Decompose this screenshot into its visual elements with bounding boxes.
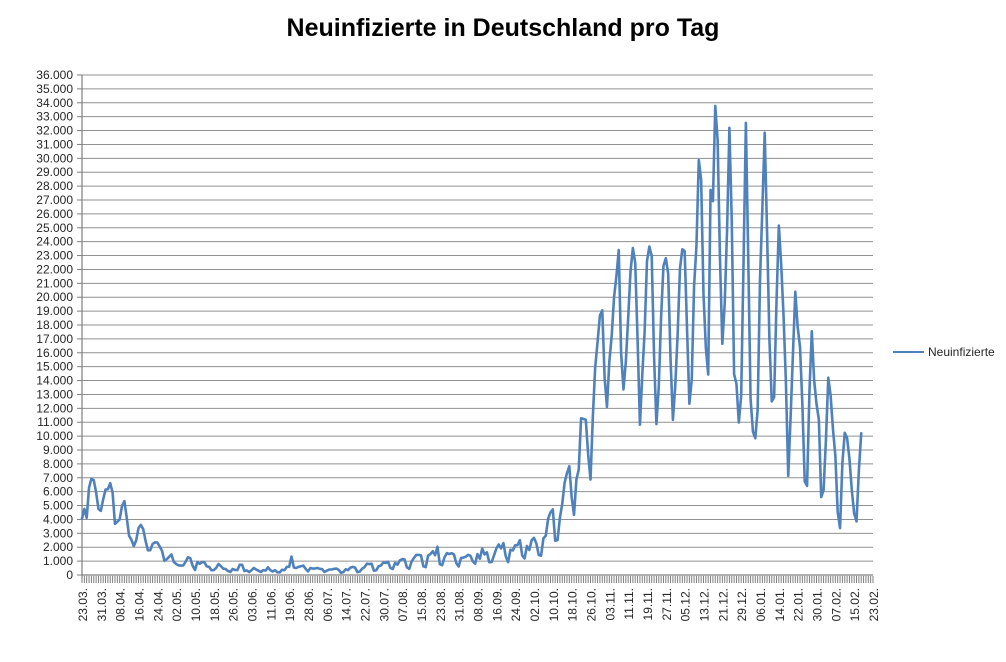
x-tick-label: 15.08. bbox=[415, 588, 429, 621]
y-tick-label: 36.000 bbox=[36, 68, 73, 82]
x-tick-label: 11.11. bbox=[622, 588, 636, 620]
y-tick-label: 34.000 bbox=[36, 96, 73, 110]
x-tick-label: 15.02. bbox=[848, 588, 862, 621]
y-tick-label: 16.000 bbox=[36, 346, 73, 360]
y-tick-label: 28.000 bbox=[36, 179, 73, 193]
x-tick-label: 19.06. bbox=[283, 588, 297, 621]
x-tick-label: 14.07. bbox=[340, 588, 354, 621]
x-tick-label: 02.10. bbox=[528, 588, 542, 621]
y-tick-label: 2.000 bbox=[43, 540, 73, 554]
x-tick-label: 30.01. bbox=[811, 588, 825, 621]
x-tick-label: 10.05. bbox=[189, 588, 203, 621]
series-line-neuinfizierte bbox=[80, 104, 863, 575]
y-tick-label: 10.000 bbox=[36, 429, 73, 443]
legend-series-label: Neuinfizierte bbox=[928, 344, 995, 359]
x-tick-label: 21.12. bbox=[716, 588, 730, 621]
x-tick-label: 14.01. bbox=[773, 588, 787, 621]
x-tick-label: 11.06. bbox=[264, 588, 278, 620]
y-tick-label: 8.000 bbox=[43, 457, 73, 471]
x-tick-label: 28.06. bbox=[302, 588, 316, 621]
y-tick-label: 3.000 bbox=[43, 526, 73, 540]
y-tick-label: 14.000 bbox=[36, 374, 73, 388]
x-tick-label: 22.01. bbox=[792, 588, 806, 621]
y-tick-label: 35.000 bbox=[36, 82, 73, 96]
x-tick-label: 22.07. bbox=[359, 588, 373, 621]
y-tick-label: 15.000 bbox=[36, 360, 73, 374]
x-tick-label: 18.10. bbox=[566, 588, 580, 621]
y-tick-label: 4.000 bbox=[43, 512, 73, 526]
y-tick-label: 31.000 bbox=[36, 137, 73, 151]
y-tick-label: 23.000 bbox=[36, 249, 73, 263]
legend-line-marker bbox=[893, 350, 924, 353]
x-tick-label: 08.04. bbox=[114, 588, 128, 621]
y-tick-label: 20.000 bbox=[36, 290, 73, 304]
x-tick-label: 07.02. bbox=[829, 588, 843, 621]
x-tick-label: 06.01. bbox=[754, 588, 768, 621]
y-tick-label: 6.000 bbox=[43, 485, 73, 499]
y-tick-label: 25.000 bbox=[36, 221, 73, 235]
x-tick-label: 26.05. bbox=[227, 588, 241, 621]
x-tick-label: 23.02. bbox=[867, 588, 881, 621]
y-tick-label: 11.000 bbox=[37, 415, 73, 429]
x-tick-label: 06.07. bbox=[321, 588, 335, 621]
x-tick-label: 29.12. bbox=[735, 588, 749, 621]
y-tick-label: 7.000 bbox=[43, 471, 73, 485]
y-tick-label: 17.000 bbox=[36, 332, 73, 346]
y-tick-label: 26.000 bbox=[36, 207, 73, 221]
y-tick-label: 32.000 bbox=[36, 124, 73, 138]
x-tick-label: 03.06. bbox=[246, 588, 260, 621]
y-tick-label: 33.000 bbox=[36, 110, 73, 124]
x-tick-label: 19.11. bbox=[641, 588, 655, 620]
x-tick-label: 08.09. bbox=[472, 588, 486, 621]
x-tick-label: 30.07. bbox=[377, 588, 391, 621]
y-tick-label: 12.000 bbox=[36, 401, 73, 415]
x-tick-label: 18.05. bbox=[208, 588, 222, 621]
y-tick-label: 13.000 bbox=[36, 387, 73, 401]
x-tick-label: 07.08. bbox=[396, 588, 410, 621]
legend: Neuinfizierte bbox=[893, 344, 995, 359]
y-tick-label: 18.000 bbox=[36, 318, 73, 332]
x-tick-label: 13.12. bbox=[698, 588, 712, 621]
y-tick-label: 0 bbox=[66, 568, 73, 582]
y-tick-label: 24.000 bbox=[36, 235, 73, 249]
x-tick-label: 23.03. bbox=[76, 588, 90, 621]
x-tick-label: 16.09. bbox=[490, 588, 504, 621]
x-tick-label: 31.08. bbox=[453, 588, 467, 621]
y-tick-label: 22.000 bbox=[36, 262, 73, 276]
y-tick-label: 19.000 bbox=[36, 304, 73, 318]
x-tick-label: 02.05. bbox=[170, 588, 184, 621]
y-tick-label: 1.000 bbox=[43, 554, 73, 568]
x-tick-label: 23.08. bbox=[434, 588, 448, 621]
x-tick-label: 31.03. bbox=[95, 588, 109, 621]
chart-title: Neuinfizierte in Deutschland pro Tag bbox=[286, 14, 720, 42]
x-tick-label: 03.11. bbox=[603, 588, 617, 620]
y-tick-label: 30.000 bbox=[36, 151, 73, 165]
x-tick-label: 05.12. bbox=[679, 588, 693, 621]
x-tick-label: 27.11. bbox=[660, 588, 674, 620]
y-tick-label: 27.000 bbox=[36, 193, 73, 207]
y-tick-label: 9.000 bbox=[43, 443, 73, 457]
x-tick-label: 26.10. bbox=[585, 588, 599, 621]
y-tick-label: 21.000 bbox=[36, 276, 73, 290]
y-tick-label: 5.000 bbox=[43, 499, 73, 513]
x-tick-label: 16.04. bbox=[133, 588, 147, 621]
x-tick-label: 24.09. bbox=[509, 588, 523, 621]
x-tick-label: 10.10. bbox=[547, 588, 561, 621]
y-tick-label: 29.000 bbox=[36, 165, 73, 179]
x-tick-label: 24.04. bbox=[151, 588, 165, 621]
